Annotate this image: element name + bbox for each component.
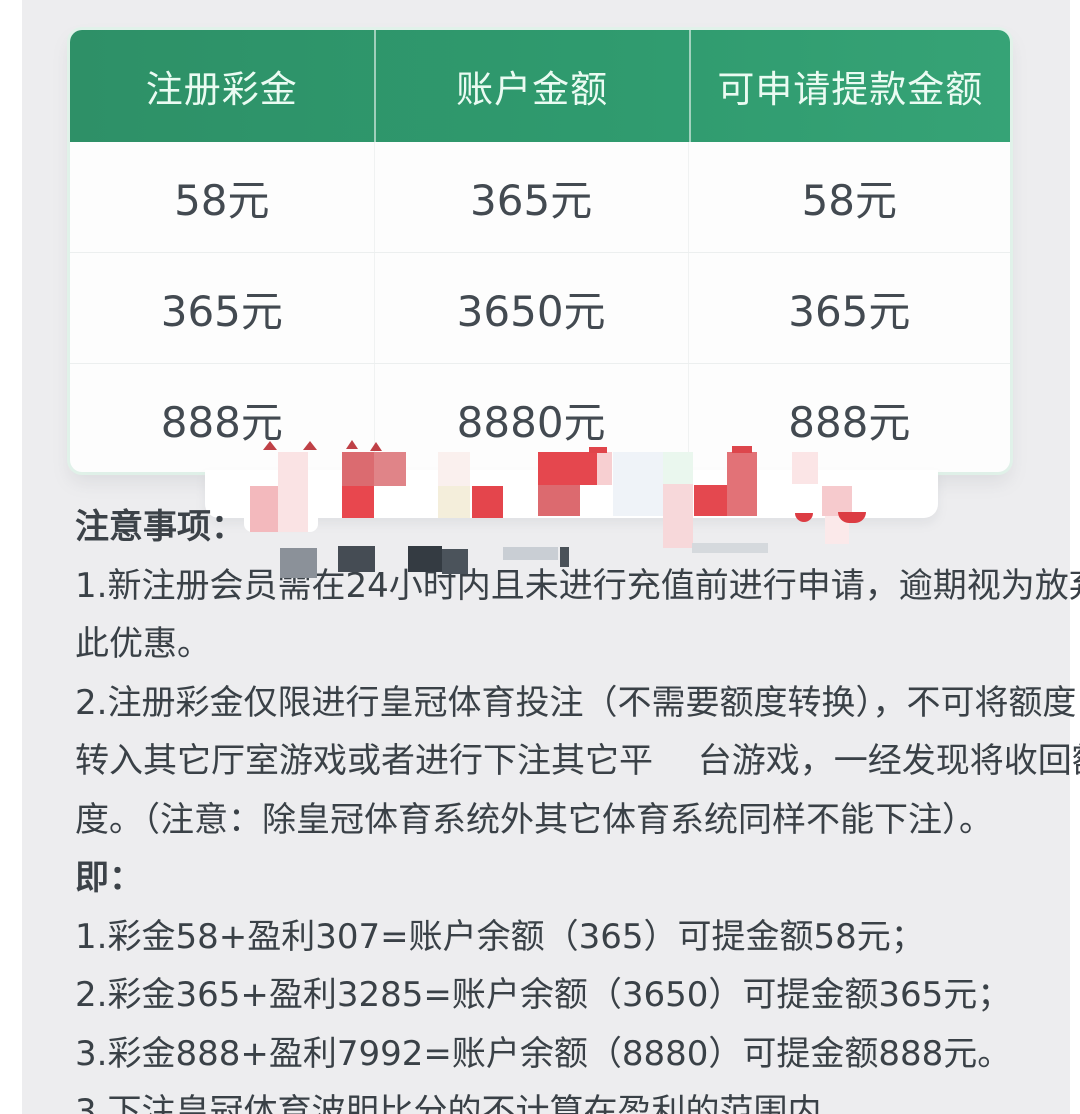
censor-block <box>472 486 503 518</box>
censor-block <box>538 452 597 485</box>
censor-block <box>408 546 442 572</box>
table-row: 888元 8880元 888元 <box>70 363 1010 474</box>
example-title: 即： <box>75 858 143 898</box>
censor-block <box>597 452 612 485</box>
notice-title: 注意事项： <box>75 507 245 547</box>
table-cell: 365元 <box>160 286 283 336</box>
censor-mark <box>370 442 382 451</box>
censor-mark <box>263 441 277 450</box>
censor-mark <box>346 440 358 449</box>
table-cell: 365元 <box>373 142 688 252</box>
censor-mark <box>303 441 317 450</box>
censor-block <box>503 547 558 560</box>
censor-block <box>727 452 757 516</box>
censor-block <box>613 452 663 516</box>
table-row: 365元 3650元 365元 <box>70 252 1010 363</box>
example-line-1: 1.彩金58+盈利307=账户余额（365）可提金额58元； <box>75 916 925 957</box>
notice-line-5: 度。（注意：除皇冠体育系统外其它体育系统同样不能下注）。 <box>75 799 993 840</box>
censor-block <box>442 549 468 574</box>
notes-section: 注意事项： 1.新注册会员需在24小时内且未进行充值前进行申请，逾期视为放弃 此… <box>75 498 1080 1114</box>
table-header-cell: 注册彩金 <box>145 68 298 111</box>
table-cell: 3650元 <box>373 253 688 363</box>
censor-block <box>538 485 580 516</box>
table-cell: 58元 <box>687 142 1010 252</box>
censor-mark <box>589 447 607 453</box>
notice-line-1: 1.新注册会员需在24小时内且未进行充值前进行申请，逾期视为放弃 <box>75 565 1080 606</box>
table-cell: 888元 <box>160 397 283 447</box>
censor-block <box>694 485 727 516</box>
notice-line-4: 转入其它厅室游戏或者进行下注其它平 台游戏，一经发现将收回额 <box>75 741 1080 781</box>
example-line-3: 3.彩金888+盈利7992=账户余额（8880）可提金额888元。 <box>75 1033 1012 1074</box>
table-row: 58元 365元 58元 <box>70 142 1010 252</box>
table-cell: 888元 <box>687 364 1010 474</box>
censor-mark <box>838 512 866 523</box>
table-header-cell: 账户金额 <box>373 30 689 142</box>
censor-block <box>663 484 693 548</box>
censor-block <box>792 452 818 484</box>
example-line-2: 2.彩金365+盈利3285=账户余额（3650）可提金额365元； <box>75 975 1012 1015</box>
table-header-row: 注册彩金 账户金额 可申请提款金额 <box>70 30 1010 142</box>
table-cell: 8880元 <box>373 364 688 474</box>
censor-block <box>278 452 308 532</box>
example-line-4: 3.下注皇冠体育波胆比分的不计算在盈利的范围内。 <box>75 1092 856 1114</box>
censor-block <box>342 452 374 486</box>
censor-block <box>822 486 852 516</box>
table-header-cell: 可申请提款金额 <box>688 30 1010 142</box>
censor-block <box>280 548 317 578</box>
censor-block <box>438 486 470 518</box>
censor-mark <box>732 446 752 453</box>
censor-block <box>374 452 406 486</box>
censor-block <box>250 486 278 532</box>
table-cell: 58元 <box>174 175 270 225</box>
table-cell: 365元 <box>687 253 1010 363</box>
notice-line-2: 此优惠。 <box>75 624 211 664</box>
notice-line-3: 2.注册彩金仅限进行皇冠体育投注（不需要额度转换），不可将额度 <box>75 682 1077 723</box>
censor-block <box>342 486 374 518</box>
censor-block <box>560 547 569 567</box>
censor-block <box>663 452 693 484</box>
censor-block <box>692 543 768 553</box>
censor-block <box>438 452 470 486</box>
censor-mark <box>795 513 813 522</box>
bonus-table: 注册彩金 账户金额 可申请提款金额 58元 365元 58元 365元 3650… <box>70 30 1010 474</box>
censor-block <box>338 546 375 572</box>
